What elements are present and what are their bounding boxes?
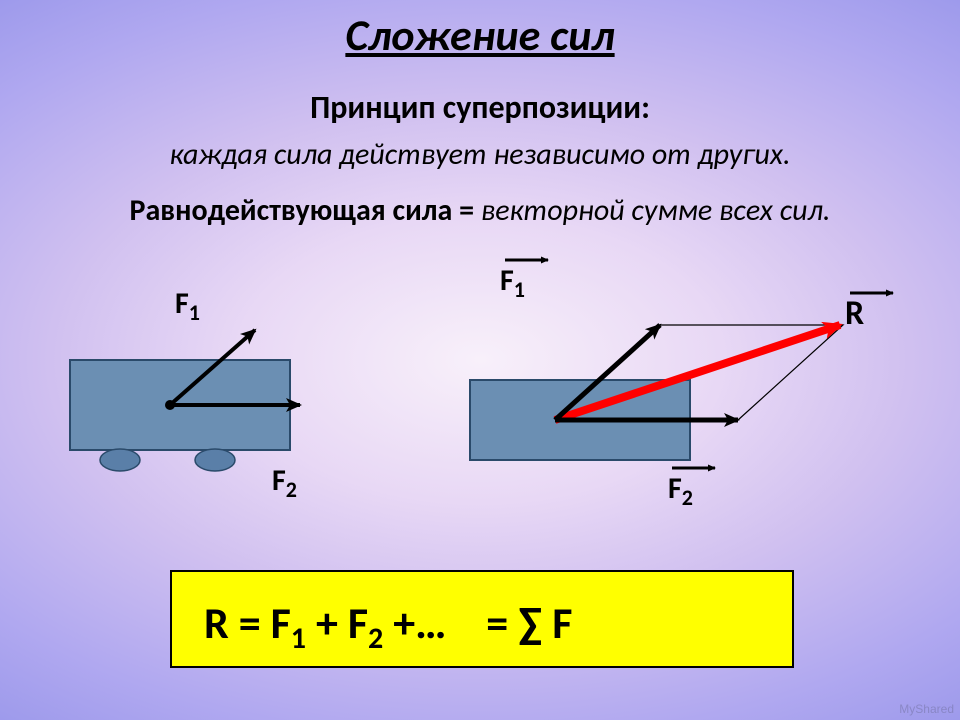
label-F1-left-main: F [175, 285, 189, 322]
label-F2-left-main: F [272, 462, 286, 499]
label-R: R [845, 293, 864, 334]
label-F1-left-sub: 1 [189, 299, 200, 326]
formula-box: R = F1 + F2 +… = ∑ F [170, 570, 794, 668]
formula-text: R = F1 + F2 +… = ∑ F [204, 596, 572, 657]
label-R-main: R [845, 293, 864, 334]
formula-R: R [204, 596, 229, 650]
R-vector [555, 325, 840, 420]
label-F1-right-main: F [500, 262, 514, 299]
formula-F1: F [271, 596, 291, 650]
formula-Fsum: F [552, 596, 572, 650]
label-F1-right: F1 [500, 262, 525, 303]
formula-eq2: = ∑ [446, 596, 552, 650]
slide: Сложение сил Принцип суперпозиции: кажда… [0, 0, 960, 720]
formula-F2-sub: 2 [368, 620, 383, 657]
formula-dots: +… [383, 596, 446, 650]
formula-F2: F [348, 596, 368, 650]
label-F2-right-main: F [668, 470, 682, 507]
watermark: MyShared [899, 702, 954, 716]
label-F2-right-sub: 2 [682, 484, 693, 511]
wheel-1 [100, 449, 140, 471]
formula-F1-sub: 1 [291, 620, 306, 657]
formula-plus: + [306, 596, 348, 650]
label-F2-right: F2 [668, 470, 693, 511]
formula-eq1: = [229, 596, 271, 650]
label-F1-left: F1 [175, 285, 200, 326]
wheel-2 [195, 449, 235, 471]
label-F1-right-sub: 1 [514, 276, 525, 303]
label-F2-left-sub: 2 [286, 476, 297, 503]
label-F2-left: F2 [272, 462, 297, 503]
